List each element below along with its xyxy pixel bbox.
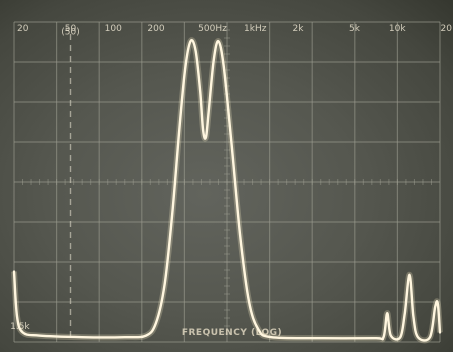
x-tick-label: 10k	[389, 24, 406, 34]
series-line	[12, 38, 442, 342]
x-tick-label: 20	[17, 24, 29, 34]
x-tick-label: 100	[105, 24, 122, 34]
spectrum-trace	[11, 37, 443, 344]
x-tick-label: 1kHz	[244, 24, 267, 34]
x-tick-labels: 20 50 100 200 500Hz 1kHz 2k 5k 10k 20	[17, 24, 452, 34]
annotation-label: 1.5k	[10, 322, 30, 332]
x-tick-label: 50	[65, 24, 77, 34]
x-tick-label: 200	[147, 24, 164, 34]
annotations: (50) 1.5k	[10, 28, 80, 332]
x-axis-label: FREQUENCY (LOG)	[182, 328, 282, 338]
x-tick-label: 2k	[293, 24, 305, 34]
annotation-label: (50)	[61, 28, 79, 38]
x-tick-label: 20	[441, 24, 453, 34]
x-tick-label: 5k	[349, 24, 361, 34]
x-tick-label: 500Hz	[198, 24, 227, 34]
